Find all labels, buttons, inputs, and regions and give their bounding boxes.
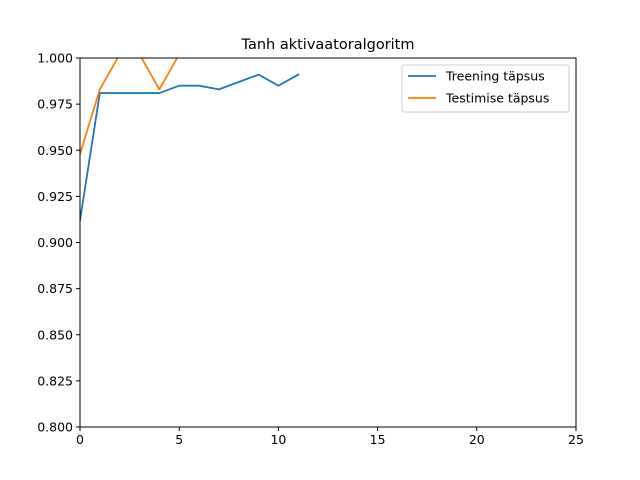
- x-tick-label: 20: [469, 432, 485, 447]
- x-tick-label: 0: [76, 432, 84, 447]
- y-tick-label: 1.000: [37, 51, 73, 66]
- y-tick-label: 0.925: [37, 189, 73, 204]
- x-tick-label: 5: [175, 432, 183, 447]
- y-tick-label: 0.850: [37, 327, 73, 342]
- series-line-0: [80, 73, 300, 222]
- y-tick-label: 0.975: [37, 97, 73, 112]
- chart-title: Tanh aktivaatoralgoritm: [241, 37, 415, 53]
- x-tick-label: 10: [270, 432, 286, 447]
- legend-box: [401, 64, 570, 113]
- legend-label: Testimise täpsus: [445, 91, 549, 106]
- y-tick-label: 0.800: [37, 420, 73, 435]
- legend-label: Treening täpsus: [445, 69, 545, 84]
- legend: Treening täpsus Testimise täpsus: [401, 64, 570, 113]
- y-tick-label: 0.950: [37, 143, 73, 158]
- y-tick-label: 0.825: [37, 373, 73, 388]
- y-tick-label: 0.900: [37, 235, 73, 250]
- x-tick-label: 15: [370, 432, 386, 447]
- series-line-1: [80, 58, 179, 156]
- series-layer: [80, 58, 300, 222]
- y-tick-label: 0.875: [37, 281, 73, 296]
- axes: 0 5 10 15 20 25 0.800 0.825 0.850 0.875 0.900 0.925…: [37, 51, 584, 448]
- x-tick-label: 25: [568, 432, 584, 447]
